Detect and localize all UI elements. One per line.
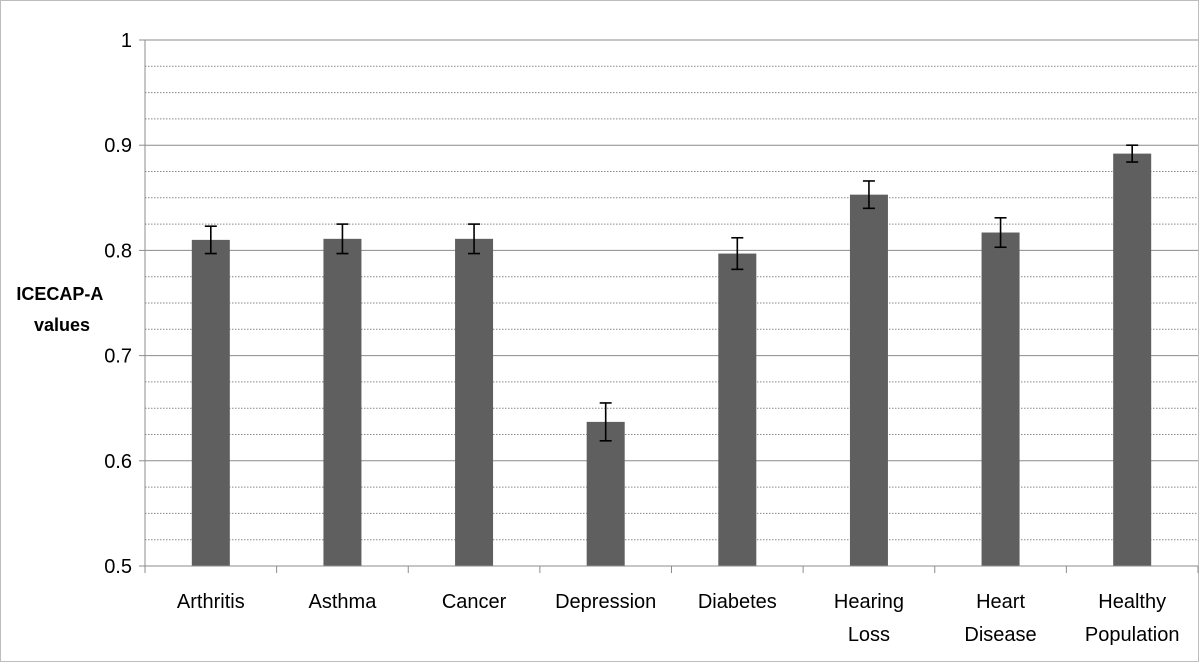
x-tick-label: Cancer <box>442 591 507 613</box>
bar <box>191 239 230 566</box>
error-bar <box>336 223 349 255</box>
x-tick-label: Asthma <box>309 591 378 613</box>
y-tick-label: 0.7 <box>104 346 132 368</box>
bars <box>191 153 1152 567</box>
bar <box>718 253 757 566</box>
error-bar <box>204 225 217 255</box>
error-bar <box>862 180 875 210</box>
bar <box>981 232 1020 567</box>
error-bar <box>599 402 612 442</box>
error-bar <box>731 236 744 271</box>
y-tick-label: 1 <box>121 30 132 52</box>
bar <box>323 238 362 566</box>
axes <box>139 39 1199 573</box>
y-axis-label-line-2: values <box>34 315 90 335</box>
x-tick-label: Depression <box>555 591 656 613</box>
grid <box>145 39 1198 541</box>
x-tick-label: Heart Disease <box>964 591 1036 646</box>
y-tick-label: 0.9 <box>104 135 132 157</box>
x-tick-label: Arthritis <box>177 591 245 613</box>
bar <box>455 238 494 566</box>
y-axis-label-line-1: ICECAP-A <box>16 284 103 304</box>
error-bar <box>468 223 481 255</box>
error-bar <box>994 216 1007 249</box>
x-tick-labels: Arthritis Asthma Cancer Depression Diabetes H… <box>177 591 1180 646</box>
x-tick-label: Hearing Loss <box>834 591 904 646</box>
x-tick-label: Healthy Population <box>1085 591 1180 646</box>
bar <box>1113 153 1152 566</box>
y-tick-label: 0.8 <box>104 240 132 262</box>
y-tick-label: 0.6 <box>104 451 132 473</box>
y-tick-labels: 0.5 0.6 0.7 0.8 0.9 1 <box>104 30 132 578</box>
y-axis-label: ICECAP-A values <box>16 284 107 335</box>
bar <box>849 194 888 567</box>
error-bars <box>204 144 1139 442</box>
y-tick-label: 0.5 <box>104 556 132 578</box>
x-tick-label: Diabetes <box>698 591 777 613</box>
error-bar <box>1126 144 1139 163</box>
bar <box>586 421 625 566</box>
